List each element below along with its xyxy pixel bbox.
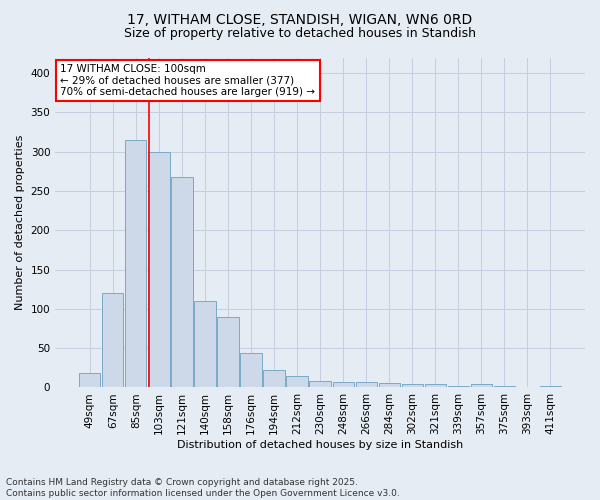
Bar (517, 386, 538, 388)
Bar (448, 386, 469, 388)
Bar (379, 382, 400, 388)
Bar (540, 386, 561, 388)
Text: 17, WITHAM CLOSE, STANDISH, WIGAN, WN6 0RD: 17, WITHAM CLOSE, STANDISH, WIGAN, WN6 0… (127, 12, 473, 26)
Bar (425, 384, 446, 388)
Bar (470, 384, 492, 388)
Bar (263, 370, 284, 388)
Y-axis label: Number of detached properties: Number of detached properties (15, 135, 25, 310)
Bar (286, 376, 308, 388)
X-axis label: Distribution of detached houses by size in Standish: Distribution of detached houses by size … (177, 440, 463, 450)
Bar (217, 317, 239, 388)
Bar (194, 301, 215, 388)
Bar (332, 382, 353, 388)
Bar (125, 140, 146, 388)
Bar (241, 353, 262, 388)
Text: Size of property relative to detached houses in Standish: Size of property relative to detached ho… (124, 28, 476, 40)
Bar (401, 384, 423, 388)
Bar (148, 152, 170, 388)
Text: Contains HM Land Registry data © Crown copyright and database right 2025.
Contai: Contains HM Land Registry data © Crown c… (6, 478, 400, 498)
Bar (102, 293, 124, 388)
Bar (494, 386, 515, 388)
Bar (172, 177, 193, 388)
Bar (310, 381, 331, 388)
Bar (356, 382, 377, 388)
Text: 17 WITHAM CLOSE: 100sqm
← 29% of detached houses are smaller (377)
70% of semi-d: 17 WITHAM CLOSE: 100sqm ← 29% of detache… (61, 64, 316, 98)
Bar (79, 374, 100, 388)
